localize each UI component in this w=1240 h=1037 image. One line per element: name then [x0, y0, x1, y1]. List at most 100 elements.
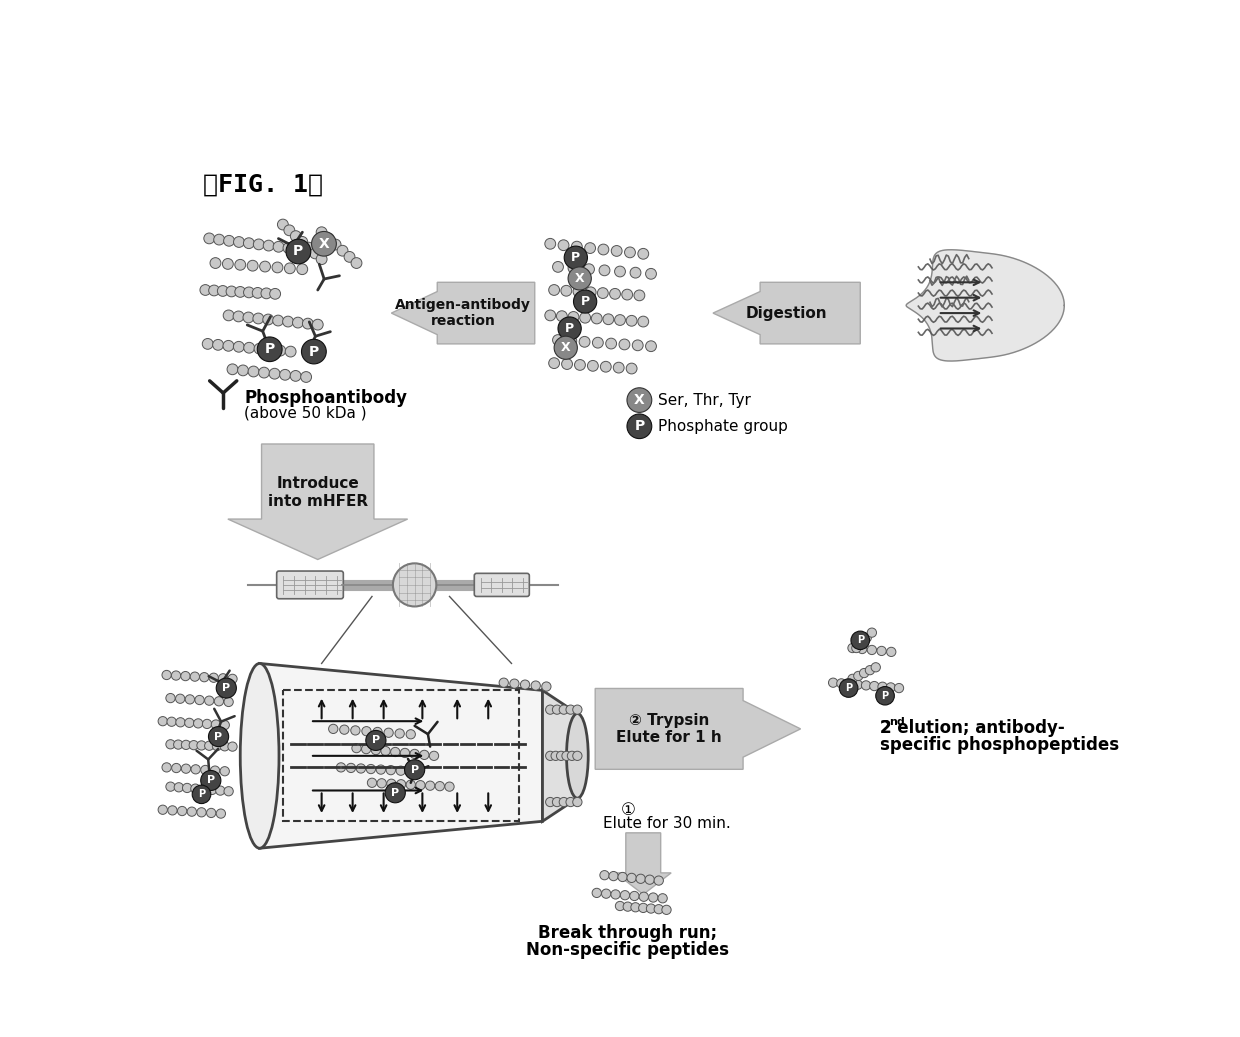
- Circle shape: [263, 314, 274, 325]
- Circle shape: [626, 363, 637, 374]
- Circle shape: [862, 680, 870, 690]
- Circle shape: [585, 287, 596, 298]
- Circle shape: [393, 563, 436, 607]
- Text: Introduce
into mHFER: Introduce into mHFER: [268, 476, 368, 509]
- Circle shape: [213, 234, 224, 245]
- Text: P: P: [215, 731, 223, 741]
- Circle shape: [429, 751, 439, 760]
- Circle shape: [290, 230, 301, 242]
- Circle shape: [263, 241, 274, 251]
- Circle shape: [270, 288, 280, 300]
- Circle shape: [238, 365, 248, 375]
- Circle shape: [216, 678, 237, 698]
- Text: Antigen-antibody
reaction: Antigen-antibody reaction: [396, 298, 531, 328]
- Circle shape: [166, 739, 175, 749]
- Circle shape: [637, 316, 649, 327]
- Circle shape: [221, 721, 229, 730]
- Circle shape: [558, 317, 582, 340]
- Text: Ser, Thr, Tyr: Ser, Thr, Tyr: [658, 393, 751, 408]
- Circle shape: [857, 639, 867, 647]
- Circle shape: [211, 720, 221, 729]
- Circle shape: [655, 876, 663, 886]
- Circle shape: [565, 797, 575, 807]
- Circle shape: [224, 697, 233, 706]
- Circle shape: [356, 764, 366, 774]
- Circle shape: [662, 905, 671, 915]
- Text: 2: 2: [879, 719, 892, 737]
- Circle shape: [552, 797, 562, 807]
- Circle shape: [415, 781, 425, 790]
- Circle shape: [371, 746, 381, 755]
- Text: (above 50 kDa ): (above 50 kDa ): [244, 405, 367, 421]
- Circle shape: [658, 894, 667, 903]
- Circle shape: [646, 904, 656, 914]
- Circle shape: [573, 286, 584, 297]
- Circle shape: [191, 784, 200, 793]
- Circle shape: [565, 336, 577, 346]
- Text: P: P: [857, 636, 864, 645]
- Circle shape: [312, 319, 324, 330]
- Circle shape: [221, 766, 229, 776]
- Circle shape: [228, 742, 237, 751]
- Circle shape: [407, 766, 415, 776]
- Ellipse shape: [241, 664, 279, 848]
- Circle shape: [391, 748, 399, 757]
- Text: X: X: [319, 236, 330, 251]
- Circle shape: [176, 694, 185, 703]
- Text: P: P: [293, 245, 304, 258]
- Circle shape: [568, 262, 579, 274]
- Circle shape: [336, 763, 346, 772]
- Circle shape: [201, 770, 221, 790]
- Circle shape: [611, 890, 620, 899]
- Circle shape: [848, 643, 857, 652]
- Text: 2: 2: [879, 719, 892, 737]
- Circle shape: [844, 679, 854, 689]
- Circle shape: [870, 663, 880, 672]
- Circle shape: [377, 779, 387, 788]
- Circle shape: [646, 269, 656, 279]
- Circle shape: [580, 312, 590, 324]
- Text: ①: ①: [620, 801, 635, 819]
- Circle shape: [562, 751, 572, 760]
- Circle shape: [166, 782, 175, 791]
- Circle shape: [362, 727, 371, 736]
- Circle shape: [176, 718, 185, 727]
- Circle shape: [559, 797, 568, 807]
- Circle shape: [637, 249, 649, 259]
- Circle shape: [181, 764, 191, 774]
- Circle shape: [397, 780, 405, 789]
- Text: P: P: [580, 296, 590, 308]
- Circle shape: [207, 808, 216, 817]
- Circle shape: [171, 671, 181, 680]
- Circle shape: [559, 705, 568, 714]
- Circle shape: [167, 806, 177, 815]
- Circle shape: [869, 681, 879, 691]
- Circle shape: [211, 766, 219, 776]
- Text: P: P: [391, 788, 399, 797]
- Circle shape: [195, 696, 205, 704]
- Circle shape: [574, 360, 585, 370]
- Circle shape: [615, 267, 625, 277]
- Circle shape: [269, 368, 280, 380]
- Circle shape: [362, 745, 371, 754]
- Circle shape: [557, 311, 567, 321]
- Circle shape: [185, 695, 195, 704]
- Circle shape: [159, 805, 167, 814]
- Circle shape: [351, 726, 360, 735]
- Text: P: P: [882, 691, 889, 701]
- Text: X: X: [560, 341, 570, 355]
- Circle shape: [190, 672, 200, 681]
- Circle shape: [609, 871, 619, 880]
- Circle shape: [247, 260, 258, 271]
- Circle shape: [549, 358, 559, 368]
- Circle shape: [177, 807, 187, 816]
- Circle shape: [200, 785, 208, 794]
- Circle shape: [185, 719, 193, 728]
- Circle shape: [634, 290, 645, 301]
- Circle shape: [346, 763, 356, 773]
- Circle shape: [649, 893, 658, 902]
- FancyArrow shape: [615, 833, 671, 895]
- Circle shape: [599, 265, 610, 276]
- Circle shape: [272, 262, 283, 273]
- Circle shape: [611, 246, 622, 256]
